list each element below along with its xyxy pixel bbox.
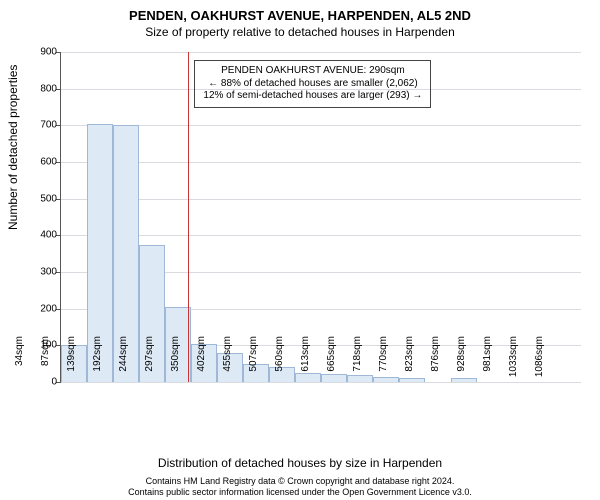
xtick-label: 560sqm bbox=[274, 336, 285, 386]
annotation-box: PENDEN OAKHURST AVENUE: 290sqm← 88% of d… bbox=[194, 60, 431, 108]
footnote: Contains HM Land Registry data © Crown c… bbox=[0, 476, 600, 498]
xtick-label: 613sqm bbox=[300, 336, 311, 386]
annotation-line: 12% of semi-detached houses are larger (… bbox=[203, 90, 422, 103]
xtick-label: 823sqm bbox=[404, 336, 415, 386]
xtick-label: 350sqm bbox=[170, 336, 181, 386]
gridline bbox=[61, 382, 581, 383]
xtick-label: 981sqm bbox=[482, 336, 493, 386]
xtick-label: 455sqm bbox=[222, 336, 233, 386]
xtick-label: 718sqm bbox=[352, 336, 363, 386]
ytick-label: 800 bbox=[17, 83, 57, 94]
ytick-label: 500 bbox=[17, 193, 57, 204]
ytick-label: 900 bbox=[17, 47, 57, 58]
chart-subtitle: Size of property relative to detached ho… bbox=[0, 23, 600, 39]
xtick-label: 665sqm bbox=[326, 336, 337, 386]
reference-line bbox=[188, 52, 189, 382]
ytick-label: 300 bbox=[17, 267, 57, 278]
xtick-label: 1033sqm bbox=[508, 336, 519, 386]
xtick-label: 507sqm bbox=[248, 336, 259, 386]
chart-container: PENDEN, OAKHURST AVENUE, HARPENDEN, AL5 … bbox=[0, 0, 600, 500]
gridline bbox=[61, 125, 581, 126]
annotation-line: PENDEN OAKHURST AVENUE: 290sqm bbox=[203, 65, 422, 78]
xtick-label: 87sqm bbox=[40, 336, 51, 386]
chart-title: PENDEN, OAKHURST AVENUE, HARPENDEN, AL5 … bbox=[0, 0, 600, 23]
xtick-label: 192sqm bbox=[92, 336, 103, 386]
ytick-label: 700 bbox=[17, 120, 57, 131]
x-axis-label: Distribution of detached houses by size … bbox=[0, 456, 600, 470]
ytick-label: 200 bbox=[17, 303, 57, 314]
xtick-label: 928sqm bbox=[456, 336, 467, 386]
xtick-label: 34sqm bbox=[14, 336, 25, 386]
plot-area: 010020030040050060070080090034sqm87sqm13… bbox=[60, 52, 581, 383]
gridline bbox=[61, 162, 581, 163]
xtick-label: 876sqm bbox=[430, 336, 441, 386]
ytick-label: 400 bbox=[17, 230, 57, 241]
annotation-line: ← 88% of detached houses are smaller (2,… bbox=[203, 78, 422, 91]
gridline bbox=[61, 235, 581, 236]
xtick-label: 297sqm bbox=[144, 336, 155, 386]
gridline bbox=[61, 199, 581, 200]
xtick-label: 770sqm bbox=[378, 336, 389, 386]
gridline bbox=[61, 52, 581, 53]
xtick-label: 1086sqm bbox=[534, 336, 545, 386]
xtick-label: 139sqm bbox=[66, 336, 77, 386]
xtick-label: 244sqm bbox=[118, 336, 129, 386]
xtick-label: 402sqm bbox=[196, 336, 207, 386]
ytick-label: 600 bbox=[17, 157, 57, 168]
